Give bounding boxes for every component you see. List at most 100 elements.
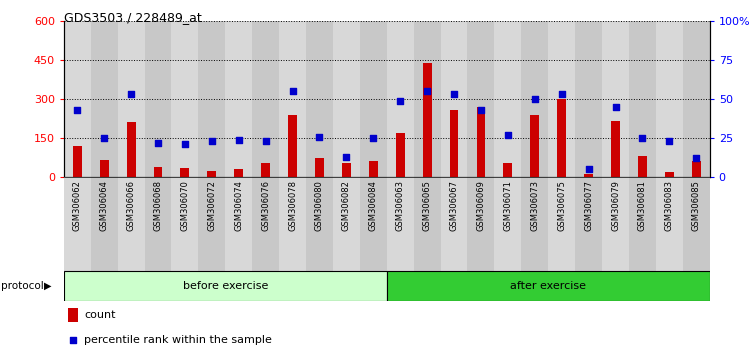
Bar: [602, 177, 629, 271]
Text: GSM306069: GSM306069: [476, 180, 485, 231]
Text: count: count: [85, 310, 116, 320]
Bar: [611, 121, 620, 177]
Bar: [683, 21, 710, 177]
Text: GSM306082: GSM306082: [342, 180, 351, 231]
Bar: [225, 177, 252, 271]
Bar: [118, 21, 144, 177]
Bar: [467, 21, 494, 177]
Text: protocol: protocol: [1, 281, 44, 291]
Bar: [629, 177, 656, 271]
Bar: [91, 177, 118, 271]
Bar: [548, 177, 575, 271]
Bar: [171, 177, 198, 271]
Bar: [387, 177, 414, 271]
Bar: [306, 177, 333, 271]
Bar: [342, 163, 351, 177]
Bar: [180, 168, 189, 177]
Bar: [279, 177, 306, 271]
Point: [260, 138, 272, 144]
Bar: [234, 169, 243, 177]
Bar: [198, 21, 225, 177]
Text: percentile rank within the sample: percentile rank within the sample: [85, 335, 273, 344]
Bar: [154, 167, 162, 177]
Text: GSM306071: GSM306071: [503, 180, 512, 231]
Point: [340, 154, 352, 160]
Bar: [414, 21, 441, 177]
Text: GSM306074: GSM306074: [234, 180, 243, 231]
Bar: [360, 21, 387, 177]
Text: GSM306075: GSM306075: [557, 180, 566, 231]
Text: GSM306078: GSM306078: [288, 180, 297, 231]
Bar: [503, 163, 512, 177]
Point: [663, 138, 675, 144]
Point: [610, 104, 622, 110]
Bar: [64, 21, 91, 177]
Text: GSM306084: GSM306084: [369, 180, 378, 231]
Text: GSM306085: GSM306085: [692, 180, 701, 231]
Point: [394, 98, 406, 103]
Bar: [414, 177, 441, 271]
Bar: [91, 21, 118, 177]
Point: [583, 166, 595, 172]
Bar: [225, 21, 252, 177]
Bar: [144, 177, 171, 271]
Bar: [665, 172, 674, 177]
Bar: [530, 115, 539, 177]
Text: GSM306083: GSM306083: [665, 180, 674, 231]
Bar: [494, 177, 521, 271]
Point: [179, 142, 191, 147]
Bar: [360, 177, 387, 271]
Text: GSM306079: GSM306079: [611, 180, 620, 231]
Bar: [441, 21, 467, 177]
Text: GSM306063: GSM306063: [396, 180, 405, 231]
Bar: [279, 21, 306, 177]
Text: GSM306077: GSM306077: [584, 180, 593, 231]
Text: GSM306076: GSM306076: [261, 180, 270, 231]
Bar: [494, 21, 521, 177]
Bar: [638, 156, 647, 177]
Bar: [171, 21, 198, 177]
Bar: [261, 163, 270, 177]
Bar: [441, 177, 467, 271]
Bar: [369, 161, 378, 177]
Point: [71, 107, 83, 113]
Bar: [584, 175, 593, 177]
Bar: [118, 177, 144, 271]
Bar: [315, 158, 324, 177]
Text: GSM306072: GSM306072: [207, 180, 216, 231]
Point: [313, 134, 325, 139]
Bar: [450, 109, 458, 177]
Bar: [656, 177, 683, 271]
Bar: [602, 21, 629, 177]
Bar: [100, 160, 109, 177]
Bar: [252, 21, 279, 177]
Point: [233, 137, 245, 142]
Point: [448, 92, 460, 97]
Bar: [557, 99, 566, 177]
Text: GSM306073: GSM306073: [530, 180, 539, 231]
Text: ▶: ▶: [44, 281, 51, 291]
Bar: [306, 21, 333, 177]
Bar: [252, 177, 279, 271]
Bar: [333, 21, 360, 177]
Bar: [198, 177, 225, 271]
Bar: [68, 308, 78, 322]
Bar: [467, 177, 494, 271]
Text: before exercise: before exercise: [182, 281, 268, 291]
Bar: [575, 21, 602, 177]
Bar: [477, 107, 485, 177]
Bar: [656, 21, 683, 177]
Text: GSM306068: GSM306068: [153, 180, 162, 231]
Text: GSM306065: GSM306065: [423, 180, 432, 231]
Point: [421, 88, 433, 94]
Bar: [207, 171, 216, 177]
Bar: [387, 271, 710, 301]
Point: [636, 135, 648, 141]
Point: [502, 132, 514, 138]
Bar: [683, 177, 710, 271]
Bar: [64, 271, 387, 301]
Bar: [127, 122, 135, 177]
Point: [67, 337, 79, 342]
Point: [690, 155, 702, 161]
Point: [125, 92, 137, 97]
